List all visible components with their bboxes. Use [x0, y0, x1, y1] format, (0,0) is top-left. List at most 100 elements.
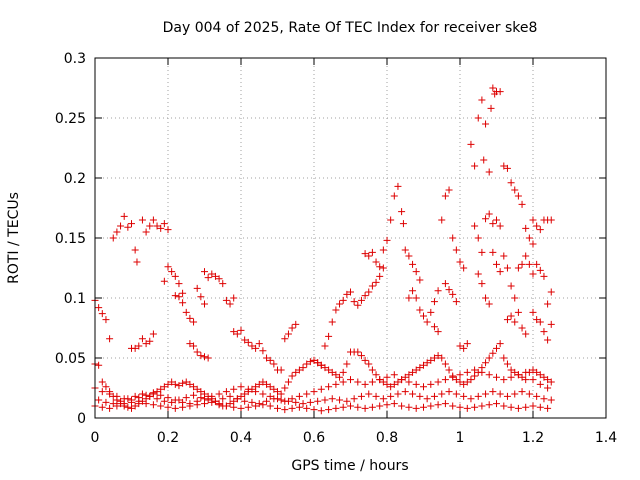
data-point [398, 402, 406, 410]
data-point [471, 162, 479, 170]
data-point [485, 401, 493, 409]
data-point [142, 391, 150, 399]
data-point [222, 388, 230, 396]
data-point [131, 344, 139, 352]
data-point [328, 395, 336, 403]
data-point [237, 383, 245, 391]
data-point [288, 372, 296, 380]
data-point [171, 272, 179, 280]
data-point [266, 392, 274, 400]
data-point [514, 264, 522, 272]
data-point [215, 275, 223, 283]
data-point [208, 392, 216, 400]
data-point [244, 403, 252, 411]
data-point [456, 403, 464, 411]
x-tick-label: 0.2 [157, 430, 179, 446]
data-point [489, 349, 497, 357]
data-point [270, 385, 278, 393]
x-tick-label: 0.4 [230, 430, 252, 446]
data-point [357, 352, 365, 360]
data-point [409, 260, 417, 268]
data-point [427, 356, 435, 364]
data-point [179, 379, 187, 387]
data-point [230, 328, 238, 336]
data-point [416, 364, 424, 372]
data-point [347, 402, 354, 410]
data-point [164, 226, 172, 234]
data-point [350, 395, 358, 403]
data-point [193, 401, 201, 409]
data-point [412, 380, 420, 388]
data-point [211, 397, 219, 405]
data-point [153, 395, 161, 403]
data-point [365, 390, 373, 398]
data-point [522, 252, 530, 260]
data-point [201, 268, 208, 276]
data-point [244, 338, 252, 346]
data-point [412, 404, 420, 412]
data-point [241, 336, 249, 344]
data-point [503, 164, 511, 172]
data-point [186, 380, 194, 388]
data-point [536, 371, 544, 379]
data-point [372, 371, 380, 379]
data-point [354, 348, 362, 356]
data-point [544, 300, 552, 308]
data-point [266, 383, 274, 391]
data-point [496, 222, 504, 230]
data-point [160, 383, 168, 391]
data-point [449, 290, 457, 298]
data-point [197, 388, 205, 396]
data-point [452, 298, 460, 306]
data-point [255, 400, 263, 408]
data-point [233, 330, 241, 338]
data-point [357, 296, 365, 304]
data-point [496, 340, 504, 348]
data-point [157, 224, 165, 232]
data-point [507, 403, 515, 411]
data-point [292, 398, 300, 406]
data-point [149, 389, 157, 397]
data-point [164, 380, 172, 388]
data-point [368, 366, 376, 374]
data-point [310, 356, 318, 364]
data-point [434, 287, 442, 295]
data-point [544, 404, 552, 412]
data-point [350, 298, 358, 306]
data-point [222, 296, 230, 304]
data-point [467, 140, 475, 148]
data-point [277, 366, 285, 374]
data-point [160, 397, 168, 405]
data-point [266, 356, 274, 364]
data-point [288, 324, 296, 332]
data-point [500, 376, 508, 384]
data-point [493, 344, 500, 352]
data-point [365, 252, 373, 260]
data-point [420, 383, 427, 391]
data-point [471, 372, 479, 380]
data-point [149, 330, 157, 338]
data-point [434, 401, 442, 409]
data-point [511, 318, 519, 326]
data-points [91, 84, 555, 415]
data-point [259, 401, 267, 409]
data-point [186, 314, 194, 322]
data-point [321, 342, 329, 350]
data-point [463, 378, 471, 386]
data-point [460, 380, 468, 388]
data-point [387, 383, 395, 391]
data-point [226, 392, 234, 400]
data-point [547, 320, 555, 328]
data-point [208, 270, 216, 278]
data-point [128, 398, 135, 406]
data-point [343, 290, 351, 298]
data-point [230, 397, 238, 405]
data-point [325, 332, 333, 340]
data-point [303, 390, 311, 398]
data-point [95, 396, 103, 404]
data-point [120, 212, 128, 220]
x-tick-label: 0.8 [376, 430, 398, 446]
data-point [420, 403, 427, 411]
data-point [263, 397, 271, 405]
